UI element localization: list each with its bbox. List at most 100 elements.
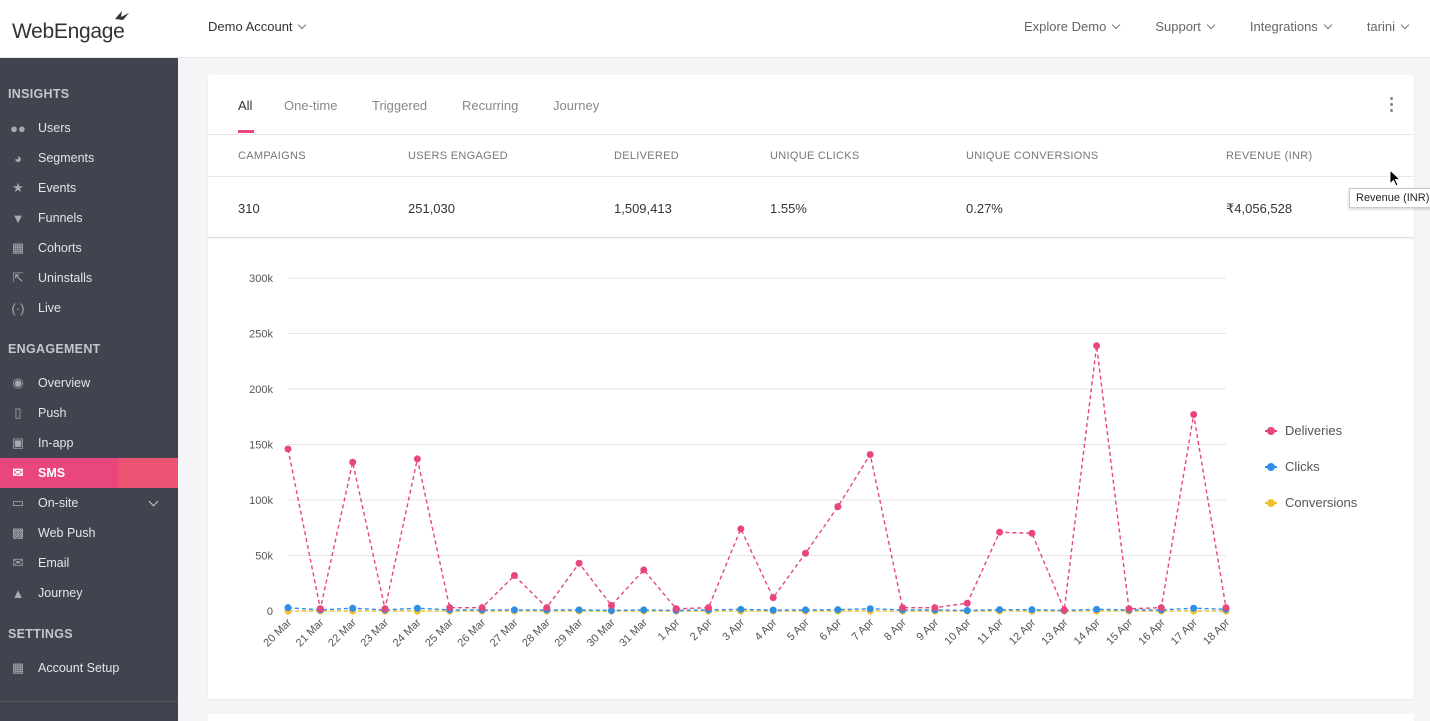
sidebar-item-in-app[interactable]: ▣ In-app bbox=[0, 428, 178, 458]
value-unique-conversions: 0.27% bbox=[966, 201, 1003, 216]
data-point-clicks[interactable] bbox=[769, 606, 777, 614]
data-point-deliveries[interactable] bbox=[349, 458, 357, 466]
x-tick-label: 21 Mar bbox=[294, 616, 327, 649]
sidebar-collapse-bar[interactable] bbox=[0, 701, 178, 721]
data-point-clicks[interactable] bbox=[834, 606, 842, 614]
data-point-deliveries[interactable] bbox=[446, 604, 454, 612]
tab-recurring[interactable]: Recurring bbox=[462, 98, 519, 113]
data-point-deliveries[interactable] bbox=[1190, 411, 1198, 419]
sidebar-item-push[interactable]: ▯ Push bbox=[0, 398, 178, 428]
data-point-clicks[interactable] bbox=[1190, 604, 1198, 612]
data-point-deliveries[interactable] bbox=[413, 455, 421, 463]
data-point-deliveries[interactable] bbox=[543, 604, 551, 612]
data-point-clicks[interactable] bbox=[640, 606, 648, 614]
next-card-edge bbox=[208, 714, 1414, 721]
legend-item-conversions[interactable]: Conversions bbox=[1285, 495, 1358, 510]
data-point-deliveries[interactable] bbox=[607, 601, 615, 609]
data-point-deliveries[interactable] bbox=[672, 605, 680, 613]
sidebar-item-on-site[interactable]: ▭ On-site bbox=[0, 488, 178, 518]
sidebar-item-events[interactable]: ★ Events bbox=[0, 173, 178, 203]
data-point-clicks[interactable] bbox=[607, 606, 615, 614]
data-point-deliveries[interactable] bbox=[704, 604, 712, 612]
data-point-deliveries[interactable] bbox=[640, 566, 648, 574]
inapp-icon: ▣ bbox=[11, 435, 25, 450]
data-point-deliveries[interactable] bbox=[866, 450, 874, 458]
data-point-clicks[interactable] bbox=[284, 604, 292, 612]
data-point-deliveries[interactable] bbox=[899, 604, 907, 612]
data-point-clicks[interactable] bbox=[1028, 606, 1036, 614]
y-tick-label: 300k bbox=[249, 273, 273, 285]
sidebar-item-web-push[interactable]: ▩ Web Push bbox=[0, 518, 178, 548]
x-tick-label: 29 Mar bbox=[553, 616, 586, 649]
data-point-deliveries[interactable] bbox=[1125, 605, 1133, 613]
data-point-deliveries[interactable] bbox=[1157, 604, 1165, 612]
legend-item-deliveries[interactable]: Deliveries bbox=[1285, 423, 1343, 438]
legend-item-clicks[interactable]: Clicks bbox=[1285, 459, 1320, 474]
sidebar-item-sms[interactable]: ✉ SMS bbox=[0, 458, 178, 488]
more-options-icon[interactable] bbox=[1390, 97, 1394, 112]
nav-explore-demo[interactable]: Explore Demo bbox=[1024, 19, 1121, 34]
data-point-deliveries[interactable] bbox=[1060, 606, 1068, 614]
stats-values-row: 310 251,030 1,509,413 1.55% 0.27% ₹4,056… bbox=[208, 177, 1414, 238]
value-delivered: 1,509,413 bbox=[614, 201, 672, 216]
bird-icon bbox=[115, 11, 129, 20]
data-point-deliveries[interactable] bbox=[802, 549, 810, 557]
chevron-down-icon[interactable] bbox=[148, 496, 159, 507]
header-users-engaged: USERS ENGAGED bbox=[408, 150, 508, 162]
data-point-deliveries[interactable] bbox=[1028, 529, 1036, 537]
x-tick-label: 13 Apr bbox=[1039, 616, 1070, 647]
legend-swatch-dot bbox=[1267, 463, 1275, 471]
data-point-deliveries[interactable] bbox=[834, 503, 842, 511]
tab-one-time[interactable]: One-time bbox=[284, 98, 338, 113]
data-point-deliveries[interactable] bbox=[963, 599, 971, 607]
sidebar-item-email[interactable]: ✉ Email bbox=[0, 548, 178, 578]
sidebar-item-overview[interactable]: ◉ Overview bbox=[0, 368, 178, 398]
sidebar-item-segments[interactable]: ◕ Segments bbox=[0, 143, 178, 173]
data-point-clicks[interactable] bbox=[510, 606, 518, 614]
data-point-deliveries[interactable] bbox=[316, 605, 324, 613]
sidebar-item-live[interactable]: (·) Live bbox=[0, 293, 178, 323]
data-point-clicks[interactable] bbox=[996, 606, 1004, 614]
sidebar-item-journey[interactable]: ▲ Journey bbox=[0, 578, 178, 608]
data-point-clicks[interactable] bbox=[1093, 605, 1101, 613]
tab-all[interactable]: All bbox=[238, 98, 255, 133]
data-point-deliveries[interactable] bbox=[737, 525, 745, 533]
user-menu[interactable]: tarini bbox=[1367, 19, 1410, 34]
y-tick-label: 200k bbox=[249, 384, 273, 396]
data-point-deliveries[interactable] bbox=[1222, 604, 1230, 612]
nav-integrations[interactable]: Integrations bbox=[1250, 19, 1333, 34]
header-campaigns: CAMPAIGNS bbox=[238, 150, 306, 162]
sidebar-item-uninstalls[interactable]: ⇱ Uninstalls bbox=[0, 263, 178, 293]
account-switcher[interactable]: Demo Account bbox=[208, 19, 306, 34]
nav-support[interactable]: Support bbox=[1155, 19, 1216, 34]
data-point-clicks[interactable] bbox=[413, 604, 421, 612]
data-point-deliveries[interactable] bbox=[575, 559, 583, 567]
data-point-clicks[interactable] bbox=[737, 605, 745, 613]
setup-icon: ▦ bbox=[11, 660, 25, 675]
data-point-deliveries[interactable] bbox=[478, 604, 486, 612]
data-point-clicks[interactable] bbox=[575, 606, 583, 614]
data-point-deliveries[interactable] bbox=[931, 604, 939, 612]
data-point-deliveries[interactable] bbox=[381, 605, 389, 613]
sidebar-item-users[interactable]: ●● Users bbox=[10, 120, 71, 136]
chevron-down-icon bbox=[1400, 20, 1410, 30]
sidebar-item-account-setup[interactable]: ▦ Account Setup bbox=[0, 653, 178, 683]
tab-triggered[interactable]: Triggered bbox=[372, 98, 428, 113]
x-tick-label: 7 Apr bbox=[850, 616, 877, 643]
sidebar-item-cohorts[interactable]: ▦ Cohorts bbox=[0, 233, 178, 263]
data-point-deliveries[interactable] bbox=[1093, 342, 1101, 350]
data-point-clicks[interactable] bbox=[802, 606, 810, 614]
tab-journey[interactable]: Journey bbox=[553, 98, 600, 113]
x-tick-label: 30 Mar bbox=[585, 616, 618, 649]
data-point-deliveries[interactable] bbox=[510, 571, 518, 579]
data-point-clicks[interactable] bbox=[963, 606, 971, 614]
x-tick-label: 24 Mar bbox=[391, 616, 424, 649]
data-point-deliveries[interactable] bbox=[284, 445, 292, 453]
data-point-clicks[interactable] bbox=[349, 604, 357, 612]
data-point-deliveries[interactable] bbox=[996, 528, 1004, 536]
sidebar-item-funnels[interactable]: ▼ Funnels bbox=[0, 203, 178, 233]
x-tick-label: 11 Apr bbox=[975, 616, 1006, 647]
data-point-clicks[interactable] bbox=[866, 605, 874, 613]
data-point-deliveries[interactable] bbox=[769, 594, 777, 602]
webengage-logo[interactable]: WebEngage bbox=[12, 11, 129, 44]
